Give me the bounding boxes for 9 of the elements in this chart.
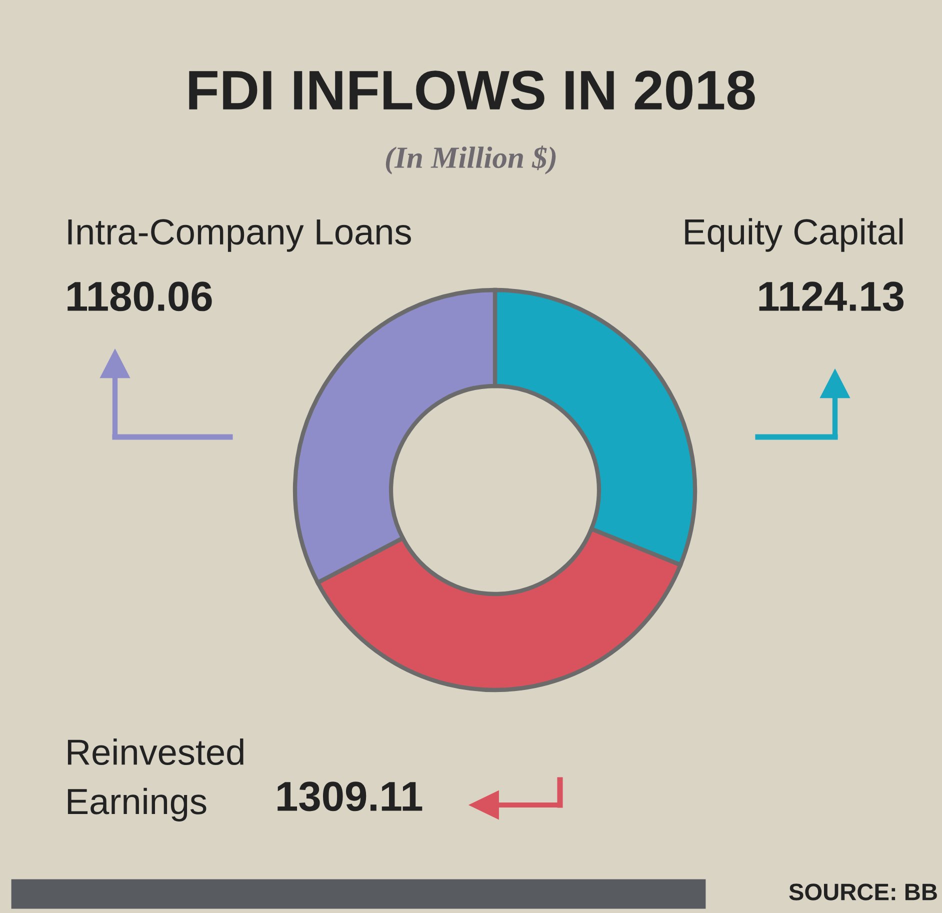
data-label: 1124.13	[759, 282, 904, 312]
data-label: 1309.11	[278, 782, 422, 812]
data-label: 1180.06	[68, 282, 212, 312]
source-note: SOURCE: BB	[789, 884, 937, 900]
chart-title: FDI INFLOWS IN 2018	[189, 70, 755, 110]
slice-label: Equity Capital	[685, 218, 903, 252]
chart-subtitle: (In Million $)	[386, 146, 556, 174]
slice-label: Reinvested Earnings	[68, 738, 244, 822]
slice-label: Intra-Company Loans	[68, 219, 411, 252]
